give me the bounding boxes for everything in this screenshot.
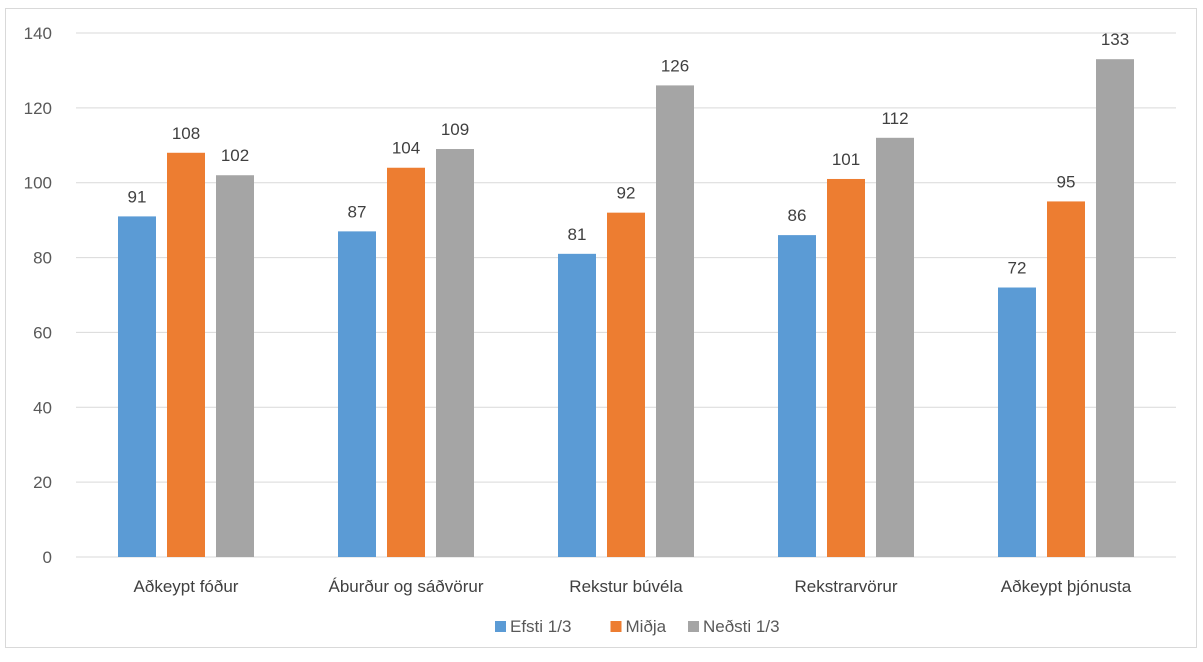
x-category-label: Aðkeypt fóður — [134, 577, 239, 596]
data-label: 112 — [881, 109, 908, 128]
bar — [1096, 59, 1134, 557]
legend-label: Neðsti 1/3 — [703, 617, 780, 636]
y-tick-label: 20 — [33, 473, 52, 492]
bar — [558, 253, 596, 558]
bar — [778, 235, 816, 557]
data-label: 72 — [1008, 259, 1027, 278]
y-tick-label: 40 — [33, 398, 52, 417]
legend-swatch — [688, 621, 699, 632]
bar — [118, 216, 156, 557]
data-label: 104 — [392, 139, 420, 158]
data-label: 126 — [661, 56, 689, 75]
chart-container: 0 20 40 60 80 100 120 140 91 108 102 Aðkeypt fóður 8… — [5, 8, 1197, 648]
bar — [338, 231, 376, 557]
data-label: 81 — [568, 225, 587, 244]
bar — [167, 152, 205, 557]
y-tick-label: 80 — [33, 249, 52, 268]
bar — [607, 212, 645, 557]
data-label: 92 — [617, 184, 636, 203]
y-tick-label: 60 — [33, 323, 52, 342]
legend-label: Efsti 1/3 — [510, 617, 571, 636]
bar — [436, 149, 474, 557]
data-label: 102 — [221, 146, 249, 165]
data-label: 86 — [788, 206, 807, 225]
data-label: 109 — [441, 120, 469, 139]
legend-swatch — [495, 621, 506, 632]
bar — [998, 287, 1036, 557]
y-tick-label: 100 — [24, 174, 52, 193]
data-label: 91 — [128, 187, 147, 206]
bar — [876, 137, 914, 558]
y-tick-label: 0 — [43, 548, 52, 567]
bar — [216, 175, 254, 557]
bar — [827, 178, 865, 557]
x-category-label: Aðkeypt þjónusta — [1001, 577, 1132, 596]
legend-swatch — [610, 621, 622, 632]
bar — [656, 85, 694, 558]
data-label: 108 — [172, 124, 200, 143]
x-category-label: Rekstrarvörur — [795, 577, 898, 596]
x-category-label: Rekstur búvéla — [569, 577, 683, 596]
y-tick-label: 120 — [24, 99, 52, 118]
bar — [387, 167, 425, 557]
bar-chart: 0 20 40 60 80 100 120 140 91 108 102 Aðkeypt fóður 8… — [24, 24, 1176, 636]
data-label: 87 — [348, 202, 367, 221]
data-label: 101 — [832, 150, 860, 169]
legend-label: Miðja — [626, 617, 667, 636]
data-label: 95 — [1057, 172, 1076, 191]
data-label: 133 — [1101, 30, 1129, 49]
y-tick-label: 140 — [24, 24, 52, 43]
bar — [1047, 201, 1085, 557]
x-category-label: Áburður og sáðvörur — [329, 577, 484, 596]
